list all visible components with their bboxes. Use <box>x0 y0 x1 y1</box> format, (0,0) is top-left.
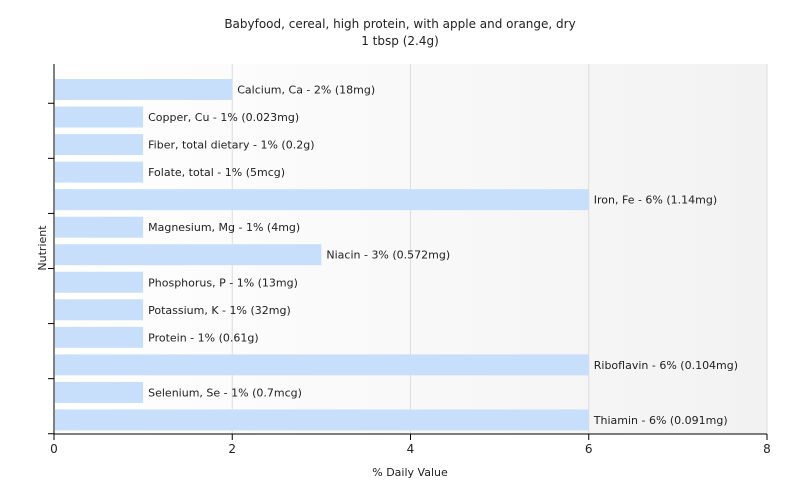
bar <box>55 326 144 348</box>
x-axis-label: % Daily Value <box>372 466 448 479</box>
bar <box>55 271 144 293</box>
bar <box>55 106 144 128</box>
x-tick-label: 4 <box>407 442 415 456</box>
y-axis-label: Nutrient <box>36 225 49 271</box>
bar-value-label: Magnesium, Mg - 1% (4mg) <box>148 221 300 234</box>
bar-value-label: Protein - 1% (0.61g) <box>148 331 259 344</box>
bar <box>55 134 144 156</box>
bar <box>55 299 144 321</box>
bar <box>55 216 144 238</box>
bar-value-label: Potassium, K - 1% (32mg) <box>148 304 291 317</box>
bar-value-label: Phosphorus, P - 1% (13mg) <box>148 276 298 289</box>
x-tick-label: 0 <box>50 442 58 456</box>
bar <box>55 381 144 403</box>
bar <box>55 79 233 100</box>
bar-labels-group: Calcium, Ca - 2% (18mg) Copper, Cu - 1% (… <box>148 84 738 427</box>
bars-group <box>55 79 589 431</box>
bar-value-label: Thiamin - 6% (0.091mg) <box>593 414 728 427</box>
bar-value-label: Selenium, Se - 1% (0.7mcg) <box>148 386 302 399</box>
chart-subtitle: 1 tbsp (2.4g) <box>361 34 439 48</box>
x-tick-label: 2 <box>228 442 236 456</box>
bar <box>55 161 144 183</box>
x-tick-label: 6 <box>585 442 593 456</box>
bar <box>55 189 589 211</box>
bar-value-label: Fiber, total dietary - 1% (0.2g) <box>148 139 314 152</box>
bar-value-label: Niacin - 3% (0.572mg) <box>326 249 450 262</box>
bar-value-label: Copper, Cu - 1% (0.023mg) <box>148 111 299 124</box>
bar-value-label: Riboflavin - 6% (0.104mg) <box>594 359 738 372</box>
bar-value-label: Iron, Fe - 6% (1.14mg) <box>594 194 717 207</box>
bar <box>55 409 589 431</box>
bar-value-label: Folate, total - 1% (5mcg) <box>148 166 285 179</box>
x-tick-label: 8 <box>763 442 771 456</box>
ticks-group: 0 2 4 6 8 <box>48 102 771 456</box>
bar <box>55 244 322 266</box>
bar-value-label: Calcium, Ca - 2% (18mg) <box>237 84 375 97</box>
chart-title: Babyfood, cereal, high protein, with app… <box>224 17 575 31</box>
bar <box>55 354 589 376</box>
